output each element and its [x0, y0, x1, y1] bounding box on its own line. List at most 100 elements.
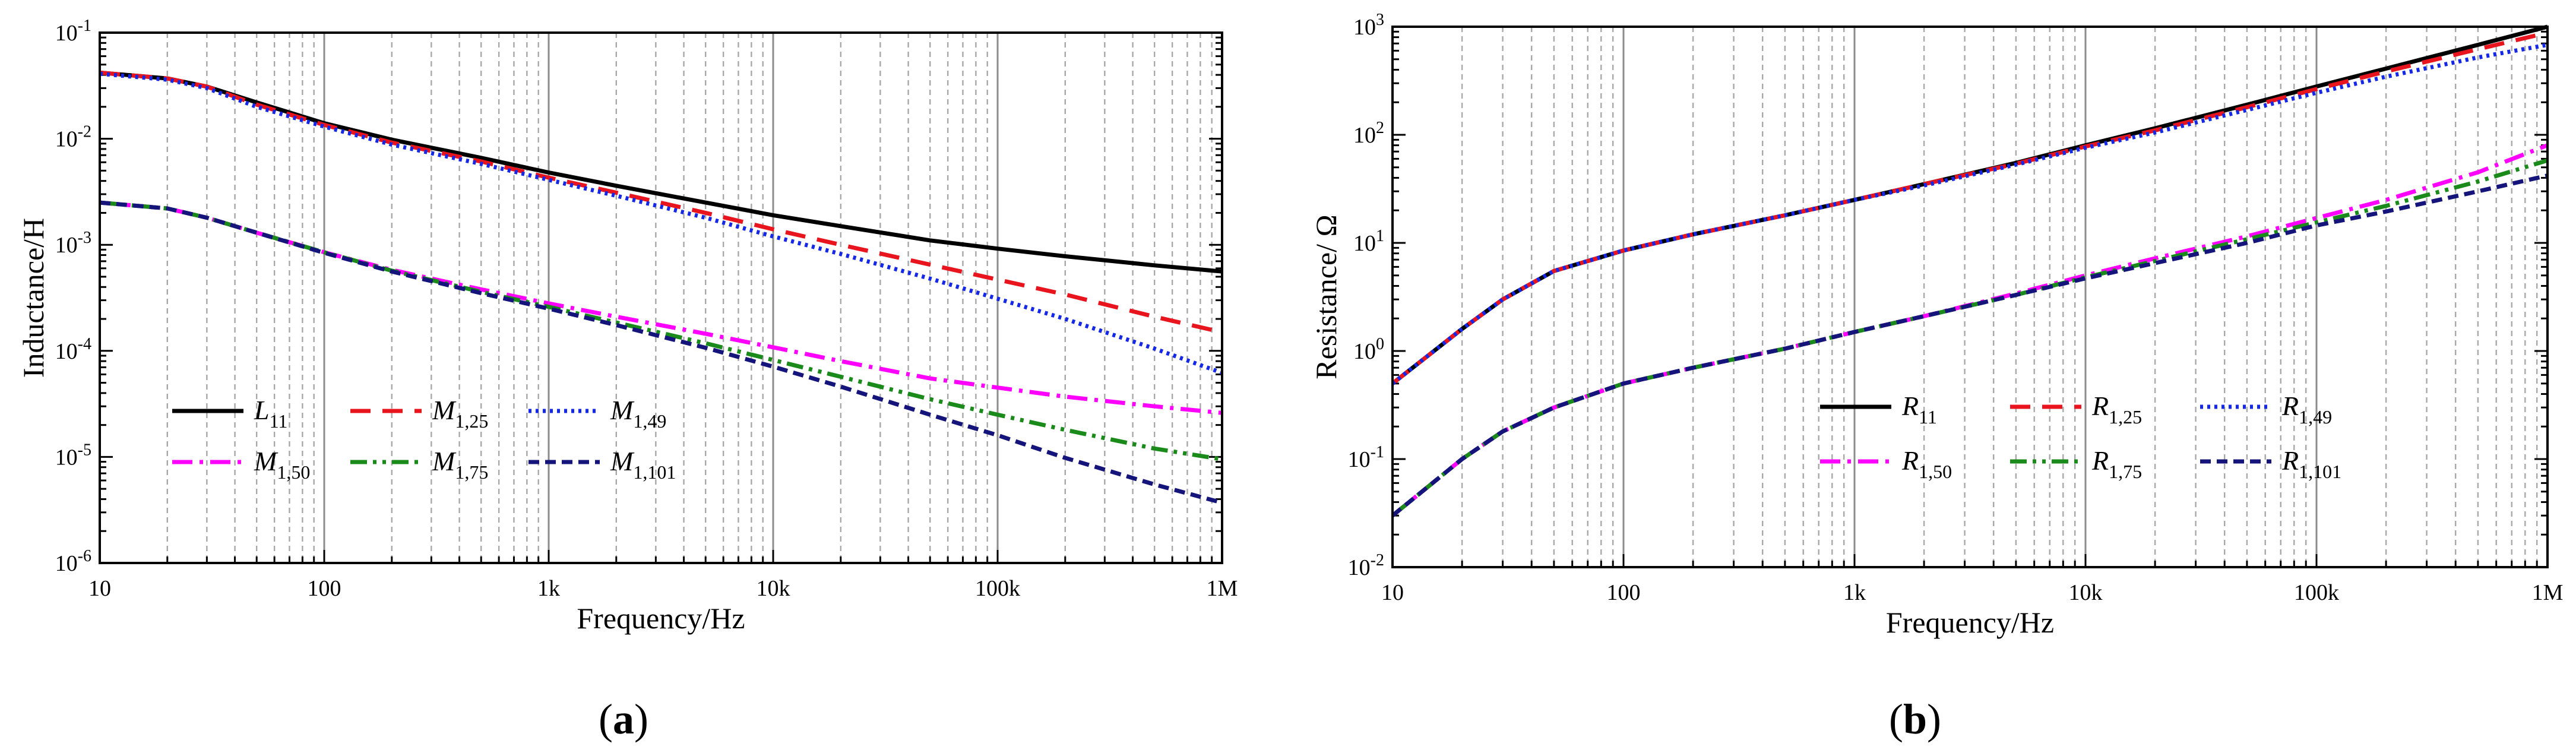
legend-label-name: R [1901, 445, 1919, 476]
y-tick-label: 10-4 [55, 335, 91, 364]
panel-label-a-text: (a) [599, 695, 648, 743]
y-tick-label: 100 [1353, 335, 1384, 364]
x-tick-label: 1M [2532, 580, 2564, 605]
legend-label: R1,25 [2091, 391, 2142, 428]
y-tick-label-base: 10 [1353, 231, 1376, 256]
legend-label-name: R [2281, 391, 2299, 421]
legend-label-subscript: 1,75 [2109, 461, 2142, 482]
panel-label-paren: ( [1889, 695, 1903, 743]
y-tick-label-base: 10 [1348, 555, 1371, 580]
panel-label-a: (a) [599, 695, 648, 743]
legend-label-subscript: 1,49 [633, 410, 666, 432]
panel-label-paren: ) [634, 695, 648, 743]
y-tick-label: 10-2 [1348, 551, 1384, 580]
panel-label-letter: b [1903, 695, 1927, 743]
y-tick-label: 103 [1353, 11, 1384, 40]
x-tick-label: 100k [975, 576, 1020, 601]
y-tick-label-exponent: 2 [1376, 119, 1384, 137]
chart-inductance: 10 100 1k 10k 100k 1M10-610-510-410-310-210-1… [17, 17, 1238, 635]
plot-frame [1391, 26, 2549, 568]
legend-label-name: R [2091, 391, 2109, 421]
y-tick-label-exponent: 1 [1376, 227, 1384, 245]
x-tick-label: 10 [88, 576, 111, 601]
panel-label-b: (b) [1889, 695, 1941, 743]
series-line-l-11 [99, 70, 1223, 274]
legend-label-name: M [610, 446, 635, 476]
y-tick-label-base: 10 [1348, 447, 1371, 472]
legend-label: M1,75 [432, 446, 488, 483]
x-tick-label: 100k [2294, 580, 2339, 605]
legend-label: R1,50 [1901, 445, 1952, 482]
x-tick-label: 100 [308, 576, 341, 601]
x-tick-label: 1k [537, 576, 560, 601]
y-tick-label-base: 10 [55, 127, 78, 152]
series-line-r-1-50 [1391, 143, 2549, 517]
y-tick-label: 102 [1353, 119, 1384, 148]
y-tick-label-base: 10 [1353, 15, 1376, 40]
legend-label-subscript: 1,75 [455, 461, 488, 483]
legend-label: R1,49 [2281, 391, 2332, 428]
x-ticks [1391, 554, 2549, 567]
y-tick-label-exponent: 0 [1376, 335, 1384, 353]
panel-label-letter: a [613, 695, 634, 743]
legend-label: L11 [254, 395, 287, 432]
y-tick-label: 10-1 [55, 17, 91, 46]
x-tick-labels: 10 100 1k 10k 100k 1M [1381, 580, 2563, 605]
series-line-r-1-101 [1391, 173, 2548, 517]
legend-label: M1,25 [432, 395, 488, 432]
legend-label-subscript: 1,101 [2299, 461, 2341, 482]
x-tick-label: 1k [1843, 580, 1866, 605]
y-tick-label-base: 10 [55, 551, 78, 576]
legend-label: M1,49 [610, 395, 666, 432]
y-ticks [1393, 30, 2547, 568]
legend-label-subscript: 1,50 [1919, 461, 1952, 482]
x-ticks [99, 550, 1223, 563]
y-tick-label: 10-2 [55, 123, 91, 152]
y-tick-label-exponent: 3 [1376, 11, 1384, 29]
y-tick-label: 101 [1353, 227, 1384, 256]
legend-label-name: M [432, 446, 457, 476]
panel-label-b-text: (b) [1889, 695, 1941, 743]
legend-label-subscript: 1,25 [455, 410, 488, 432]
y-tick-label-base: 10 [1353, 339, 1376, 364]
y-axis-title: Resistance/ Ω [1309, 214, 1343, 379]
minor-gridlines [1461, 27, 2538, 567]
x-axis-title: Frequency/Hz [577, 602, 745, 635]
legend-label-name: L [254, 395, 270, 425]
y-tick-label: 10-3 [55, 229, 91, 258]
y-tick-label-exponent: -1 [78, 17, 91, 35]
y-tick-label-base: 10 [55, 339, 78, 364]
series-line-r-1-49 [1391, 43, 2548, 385]
y-tick-label: 10-6 [55, 547, 91, 576]
minor-gridlines [166, 33, 1213, 563]
y-tick-label-exponent: -5 [78, 441, 91, 459]
y-tick-label: 10-5 [55, 441, 91, 470]
x-tick-label: 10 [1381, 580, 1404, 605]
y-tick-label-base: 10 [55, 445, 78, 470]
x-tick-label: 100 [1607, 580, 1641, 605]
series-line-r-11 [1391, 24, 2548, 385]
x-tick-label: 1M [1207, 576, 1238, 601]
y-tick-label: 10-1 [1348, 443, 1384, 472]
legend-label: R1,75 [2091, 445, 2142, 482]
panel-label-paren: ) [1927, 695, 1941, 743]
y-tick-label-exponent: -2 [1371, 551, 1384, 570]
series-lines [99, 70, 1223, 505]
legend-label-subscript: 11 [270, 410, 288, 432]
legend-label-name: M [610, 395, 635, 425]
legend-label: M1,101 [610, 446, 676, 483]
legend-label: M1,50 [254, 446, 310, 483]
series-lines [1391, 24, 2549, 517]
legend-label-subscript: 1,49 [2299, 406, 2332, 428]
legend-label-name: R [1901, 391, 1919, 421]
y-tick-label-exponent: -6 [78, 547, 91, 565]
x-tick-label: 10k [757, 576, 790, 601]
y-tick-label-exponent: -1 [1371, 443, 1384, 461]
y-tick-label-base: 10 [1353, 123, 1376, 148]
legend-label-name: M [254, 446, 279, 476]
y-tick-label-base: 10 [55, 233, 78, 258]
legend-label-name: R [2281, 445, 2299, 476]
y-axis-title: Inductance/H [17, 218, 50, 378]
